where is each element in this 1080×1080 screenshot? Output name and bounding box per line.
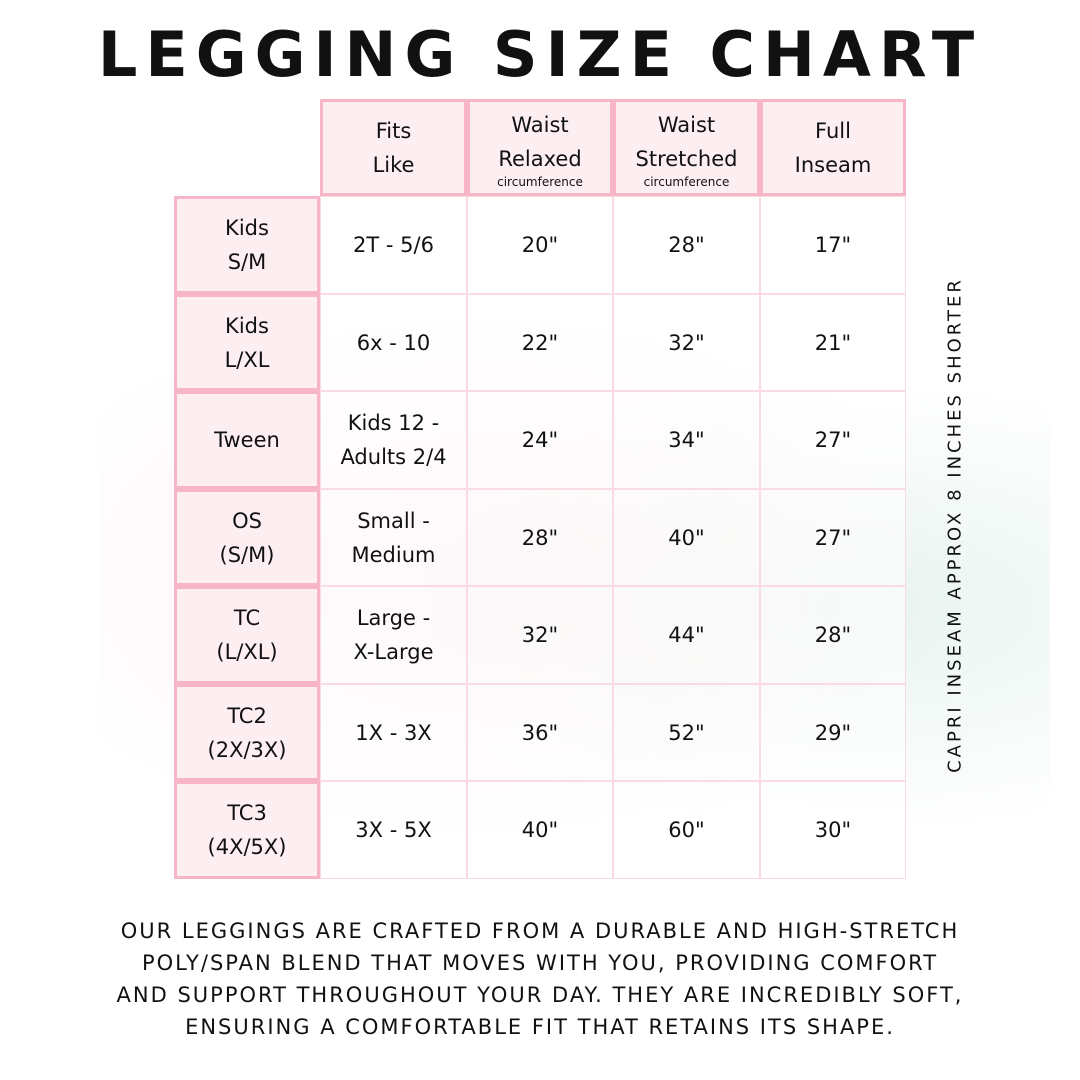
- table-cell-text: 27": [814, 428, 852, 452]
- column-header: Full Inseam: [760, 99, 906, 196]
- row-header-size-text: Kids L/XL: [224, 313, 270, 372]
- table-cell-text: 34": [668, 428, 705, 452]
- table-cell: 21": [760, 294, 906, 391]
- table-cell: 34": [613, 391, 760, 489]
- table-cell-text: 32": [521, 623, 559, 647]
- table-cell: 27": [760, 489, 906, 586]
- table-cell: 1X - 3X: [320, 684, 467, 781]
- table-cell-text: 52": [668, 720, 705, 745]
- table-cell: 20": [467, 196, 613, 294]
- table-cell: Small - Medium: [320, 489, 467, 586]
- table-cell: 32": [467, 586, 613, 684]
- column-header-text: Full Inseam: [794, 118, 872, 177]
- table-cell: 27": [760, 391, 906, 489]
- table-cell: 22": [467, 294, 613, 391]
- page-title: LEGGING SIZE CHART: [97, 18, 983, 91]
- row-header-size: TC (L/XL): [174, 586, 320, 684]
- row-header-size-text: TC2 (2X/3X): [207, 703, 287, 762]
- table-cell: 3X - 5X: [320, 781, 467, 879]
- table-cell-text: 1X - 3X: [355, 720, 432, 745]
- table-cell-text: 30": [814, 818, 852, 842]
- table-cell: 28": [613, 196, 760, 294]
- table-cell: 36": [467, 684, 613, 781]
- table-cell-text: 36": [521, 720, 559, 745]
- table-cell-text: 27": [814, 525, 852, 550]
- column-header: Waist Relaxed circumference: [467, 99, 613, 196]
- table-cell-text: Kids 12 - Adults 2/4: [340, 411, 447, 469]
- fabric-description: Our leggings are crafted from a durable …: [116, 919, 964, 1039]
- table-cell-text: 24": [521, 428, 559, 452]
- table-cell-text: 29": [814, 720, 852, 745]
- table-cell: 2T - 5/6: [320, 196, 467, 294]
- row-header-size: OS (S/M): [174, 489, 320, 586]
- table-cell-text: 32": [668, 330, 705, 355]
- table-cell-text: 60": [668, 818, 705, 842]
- table-cell: 17": [760, 196, 906, 294]
- size-chart-table: Fits Like Waist Relaxed circumference Waist…: [174, 99, 906, 879]
- column-header-text: Waist Relaxed: [498, 112, 582, 171]
- table-cell-text: 17": [814, 233, 852, 257]
- table-cell: 28": [467, 489, 613, 586]
- column-subtitle: circumference: [643, 174, 730, 189]
- table-cell-text: 28": [814, 623, 852, 647]
- table-cell-text: 2T - 5/6: [353, 233, 434, 257]
- table-cell-text: Small - Medium: [351, 508, 436, 567]
- row-header-size-text: Kids S/M: [225, 216, 269, 274]
- row-header-size: Tween: [174, 391, 320, 489]
- row-header-size: TC3 (4X/5X): [174, 781, 320, 879]
- table-cell: 6x - 10: [320, 294, 467, 391]
- table-cell: 24": [467, 391, 613, 489]
- table-cell-text: 28": [668, 233, 705, 257]
- table-cell: Kids 12 - Adults 2/4: [320, 391, 467, 489]
- table-cell: 32": [613, 294, 760, 391]
- column-header: Fits Like: [320, 99, 467, 196]
- table-cell-text: 21": [814, 330, 852, 355]
- table-cell-text: Large - X-Large: [353, 606, 434, 664]
- table-cell-text: 40": [521, 818, 559, 842]
- row-header-size-text: TC3 (4X/5X): [207, 801, 287, 859]
- column-header-text: Waist Stretched: [635, 112, 738, 171]
- table-cell-text: 28": [521, 525, 559, 550]
- column-header-text: Fits Like: [372, 118, 415, 177]
- capri-note: CAPRI INSEAM APPROX 8 INCHES SHORTER: [944, 277, 966, 773]
- table-cell: 40": [613, 489, 760, 586]
- table-cell: 52": [613, 684, 760, 781]
- table-cell-text: 44": [668, 623, 705, 647]
- row-header-size-text: Tween: [214, 428, 280, 452]
- table-cell: 29": [760, 684, 906, 781]
- table-cell: Large - X-Large: [320, 586, 467, 684]
- table-cell-text: 3X - 5X: [355, 818, 432, 842]
- table-cell-text: 22": [521, 330, 559, 355]
- table-cell-text: 40": [668, 525, 705, 550]
- table-cell: 30": [760, 781, 906, 879]
- row-header-size-text: OS (S/M): [219, 508, 275, 567]
- table-cell-text: 20": [521, 233, 559, 257]
- table-cell-text: 6x - 10: [356, 330, 431, 355]
- row-header-size: TC2 (2X/3X): [174, 684, 320, 781]
- table-cell: 44": [613, 586, 760, 684]
- row-header-size: Kids L/XL: [174, 294, 320, 391]
- column-subtitle: circumference: [497, 174, 583, 189]
- table-cell: 60": [613, 781, 760, 879]
- row-header-size: Kids S/M: [174, 196, 320, 294]
- row-header-size-text: TC (L/XL): [216, 606, 278, 664]
- table-cell: 40": [467, 781, 613, 879]
- table-cell: 28": [760, 586, 906, 684]
- column-header: Waist Stretched circumference: [613, 99, 760, 196]
